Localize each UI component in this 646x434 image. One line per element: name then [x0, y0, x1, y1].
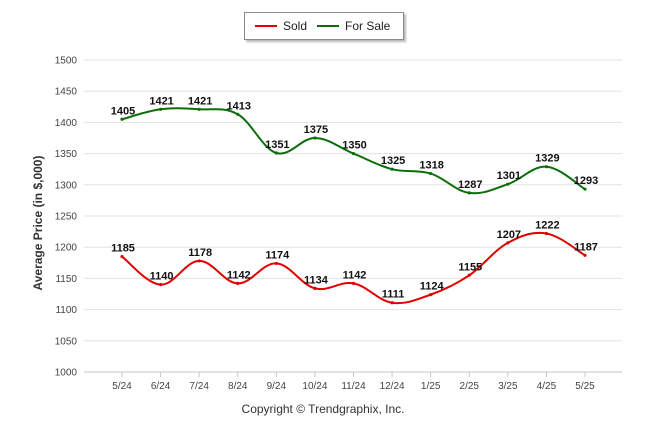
- data-point-sold: [197, 259, 201, 263]
- data-label-sold: 1174: [265, 249, 290, 261]
- data-label-sold: 1124: [420, 281, 445, 293]
- x-tick-label: 5/25: [575, 381, 595, 392]
- data-label-sold: 1178: [188, 247, 212, 259]
- data-point-for-sale: [583, 187, 587, 191]
- x-tick-label: 6/24: [151, 381, 171, 392]
- y-axis-title: Average Price (in $,000): [31, 156, 45, 291]
- y-tick-label: 1300: [55, 180, 78, 191]
- data-label-for-sale: 1287: [458, 179, 482, 191]
- data-label-for-sale: 1350: [342, 140, 366, 152]
- y-tick-label: 1400: [55, 118, 78, 129]
- data-point-sold: [390, 301, 394, 305]
- legend: Sold For Sale: [244, 12, 404, 40]
- data-point-for-sale: [197, 107, 201, 111]
- data-point-for-sale: [467, 191, 471, 195]
- grid-lines: [84, 59, 622, 373]
- data-label-for-sale: 1405: [111, 105, 135, 117]
- x-tick-label: 1/25: [421, 381, 441, 392]
- data-point-sold: [467, 273, 471, 277]
- data-point-sold: [120, 254, 124, 259]
- data-point-for-sale: [274, 151, 278, 155]
- x-tick-label: 11/24: [341, 381, 366, 392]
- data-point-for-sale: [158, 107, 163, 111]
- data-point-for-sale: [390, 167, 394, 171]
- data-point-sold: [236, 281, 240, 285]
- x-tick-label: 2/25: [460, 381, 480, 392]
- data-point-for-sale: [120, 117, 124, 121]
- x-tick-label: 5/24: [112, 381, 132, 392]
- legend-swatch-for-sale: [317, 25, 339, 27]
- data-label-sold: 1134: [304, 274, 329, 286]
- data-point-sold: [506, 241, 510, 245]
- data-point-for-sale: [429, 171, 433, 176]
- y-tick-label: 1450: [55, 87, 78, 98]
- y-tick-label: 1200: [55, 243, 78, 254]
- data-point-sold: [158, 283, 163, 287]
- data-label-sold: 1111: [382, 289, 405, 301]
- data-label-sold: 1155: [458, 261, 482, 273]
- data-label-for-sale: 1375: [304, 124, 328, 136]
- data-point-sold: [351, 281, 356, 285]
- x-tick-label: 4/25: [537, 381, 557, 392]
- y-tick-label: 1150: [55, 274, 77, 285]
- data-point-for-sale: [506, 182, 510, 186]
- data-label-for-sale: 1351: [265, 139, 289, 151]
- data-point-sold: [313, 286, 317, 290]
- x-tick-label: 9/24: [267, 381, 287, 392]
- x-tick-label: 8/24: [228, 381, 248, 392]
- y-tick-label: 1000: [55, 368, 78, 379]
- y-axis: 1000 1050 1100 1150 1200 1250 1300 1350 1400 1450…: [55, 56, 78, 379]
- x-axis: 5/24 6/24 7/24 8/24 9/24 10/24 11/24 12/24 1/25 2…: [84, 371, 622, 392]
- data-label-sold: 1222: [535, 219, 559, 231]
- data-label-for-sale: 1329: [535, 153, 559, 165]
- x-tick-label: 7/24: [189, 381, 209, 392]
- data-label-for-sale: 1325: [381, 155, 405, 167]
- data-point-for-sale: [351, 152, 356, 156]
- data-point-sold: [544, 231, 549, 236]
- data-labels: 1185 1140 1178 1142 1174 1134 1142 1111 1124 1155…: [111, 95, 598, 300]
- data-label-sold: 1140: [150, 271, 174, 283]
- legend-item-sold: Sold: [255, 13, 307, 39]
- x-tick-label: 12/24: [380, 381, 405, 392]
- data-label-sold: 1207: [497, 229, 521, 241]
- data-point-for-sale: [313, 136, 317, 140]
- copyright-credit: Copyright © Trendgraphix, Inc.: [241, 402, 405, 416]
- data-label-for-sale: 1413: [227, 100, 251, 112]
- y-tick-label: 1050: [55, 336, 78, 347]
- data-point-sold: [583, 253, 587, 257]
- data-label-sold: 1185: [111, 243, 135, 255]
- data-label-for-sale: 1318: [419, 160, 443, 172]
- series-line-sold: [121, 231, 586, 305]
- data-label-sold: 1142: [343, 269, 367, 281]
- legend-swatch-sold: [255, 25, 277, 27]
- legend-item-for-sale: For Sale: [317, 13, 390, 39]
- x-tick-label: 10/24: [302, 381, 327, 392]
- legend-label-for-sale: For Sale: [345, 19, 391, 33]
- data-label-for-sale: 1421: [188, 95, 212, 107]
- y-tick-label: 1250: [55, 212, 78, 223]
- data-point-sold: [429, 293, 433, 297]
- y-tick-label: 1350: [55, 149, 78, 160]
- legend-label-sold: Sold: [283, 19, 308, 33]
- data-label-sold: 1187: [574, 241, 598, 253]
- x-tick-label: 3/25: [498, 381, 518, 392]
- data-points: [120, 107, 587, 305]
- y-tick-label: 1500: [55, 56, 78, 67]
- data-label-for-sale: 1421: [149, 95, 173, 107]
- data-label-sold: 1142: [227, 269, 251, 281]
- y-tick-label: 1100: [55, 305, 77, 316]
- data-label-for-sale: 1301: [497, 170, 521, 182]
- data-label-for-sale: 1293: [574, 175, 598, 187]
- data-point-for-sale: [544, 165, 549, 169]
- data-point-sold: [274, 261, 278, 266]
- data-point-for-sale: [236, 112, 240, 116]
